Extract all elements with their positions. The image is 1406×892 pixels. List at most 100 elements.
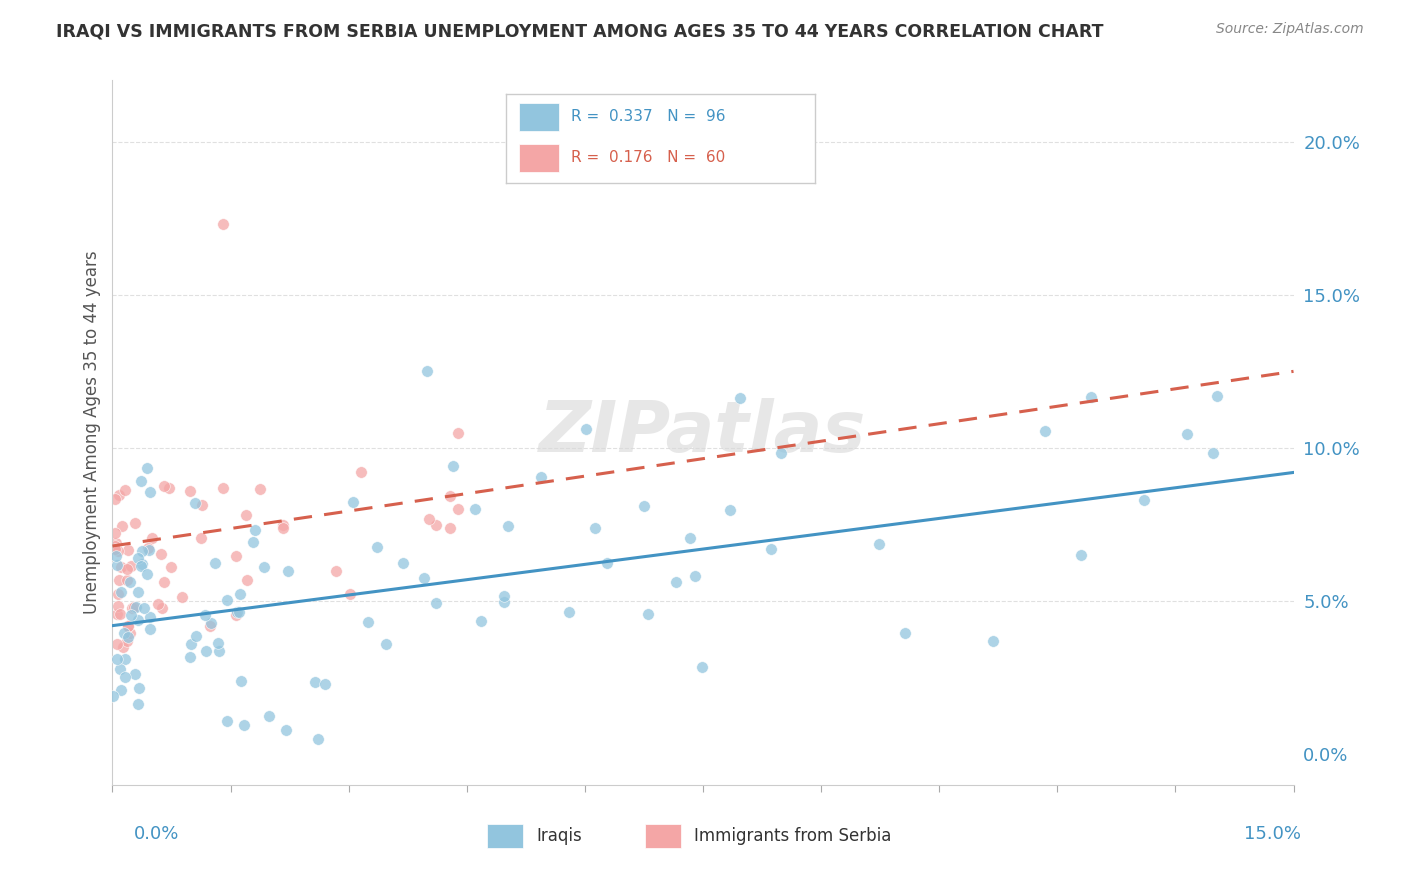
Point — [464, 502, 486, 516]
Point — [257, 708, 280, 723]
Text: ZIPatlas: ZIPatlas — [540, 398, 866, 467]
Point — [117, 619, 139, 633]
Point — [679, 531, 702, 545]
Bar — [644, 824, 681, 848]
Point — [229, 586, 252, 600]
Point — [583, 521, 606, 535]
Point — [112, 640, 135, 654]
Point — [981, 634, 1004, 648]
Point — [135, 461, 157, 475]
Point — [107, 599, 129, 614]
Point — [228, 605, 250, 619]
Point — [120, 607, 142, 622]
Point — [104, 492, 127, 507]
Point — [274, 723, 297, 737]
Point — [271, 521, 294, 535]
Text: R =  0.337   N =  96: R = 0.337 N = 96 — [571, 110, 725, 124]
Point — [105, 652, 128, 666]
Point — [1080, 390, 1102, 404]
Point — [349, 465, 371, 479]
Point — [439, 521, 461, 535]
Point — [637, 607, 659, 622]
Point — [690, 660, 713, 674]
Point — [374, 636, 396, 650]
Point — [139, 485, 162, 500]
Point — [104, 541, 127, 556]
Point — [139, 622, 162, 636]
Point — [868, 536, 890, 550]
Point — [243, 523, 266, 537]
Point — [118, 575, 141, 590]
Point — [105, 558, 128, 573]
Point — [107, 573, 129, 587]
Point — [596, 556, 619, 570]
Point — [117, 543, 139, 558]
Point — [575, 422, 598, 436]
Text: IRAQI VS IMMIGRANTS FROM SERBIA UNEMPLOYMENT AMONG AGES 35 TO 44 YEARS CORRELATI: IRAQI VS IMMIGRANTS FROM SERBIA UNEMPLOY… — [56, 22, 1104, 40]
Text: Source: ZipAtlas.com: Source: ZipAtlas.com — [1216, 22, 1364, 37]
Point — [108, 488, 131, 502]
Point — [447, 502, 470, 516]
Point — [112, 626, 135, 640]
Point — [127, 551, 149, 566]
Point — [718, 503, 741, 517]
Point — [200, 619, 222, 633]
Point — [425, 518, 447, 533]
Point — [110, 585, 132, 599]
Point — [211, 217, 233, 231]
Point — [235, 508, 257, 522]
Point — [107, 544, 129, 558]
Point — [212, 481, 235, 495]
Point — [139, 610, 162, 624]
Point — [339, 587, 361, 601]
Point — [111, 519, 134, 533]
Text: 0.0%: 0.0% — [134, 825, 179, 843]
Point — [1033, 424, 1056, 438]
Point — [120, 559, 142, 574]
Point — [194, 607, 217, 622]
Point — [190, 532, 212, 546]
Point — [357, 615, 380, 629]
Point — [665, 574, 688, 589]
Point — [121, 601, 143, 615]
Point — [204, 556, 226, 570]
Point — [413, 571, 436, 585]
Point — [124, 516, 146, 530]
Y-axis label: Unemployment Among Ages 35 to 44 years: Unemployment Among Ages 35 to 44 years — [83, 251, 101, 615]
Point — [208, 644, 231, 658]
Point — [136, 567, 159, 582]
Point — [179, 483, 201, 498]
Point — [105, 607, 128, 621]
Point — [195, 644, 218, 658]
Point — [138, 543, 160, 558]
Point — [1202, 446, 1225, 460]
Point — [558, 606, 581, 620]
Point — [304, 674, 326, 689]
Point — [226, 605, 249, 619]
Point — [157, 481, 180, 495]
Point — [114, 652, 136, 666]
Point — [1070, 548, 1092, 562]
Point — [129, 558, 152, 573]
Text: Immigrants from Serbia: Immigrants from Serbia — [695, 827, 891, 846]
Point — [200, 615, 222, 630]
Point — [104, 539, 127, 553]
Point — [105, 536, 128, 550]
Point — [108, 661, 131, 675]
Point — [117, 630, 139, 644]
Point — [153, 575, 176, 590]
Point — [124, 667, 146, 681]
Point — [127, 584, 149, 599]
Point — [307, 731, 329, 746]
Point — [418, 512, 440, 526]
Point — [134, 601, 156, 615]
Point — [127, 613, 149, 627]
Point — [325, 564, 347, 578]
Point — [149, 547, 172, 561]
Bar — [519, 103, 558, 131]
Point — [129, 474, 152, 488]
Point — [186, 629, 208, 643]
Point — [683, 569, 706, 583]
Point — [217, 593, 239, 607]
Point — [314, 677, 336, 691]
